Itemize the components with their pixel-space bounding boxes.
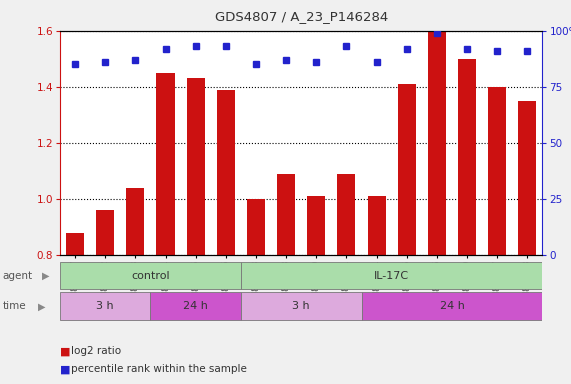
Text: IL-17C: IL-17C xyxy=(374,270,409,281)
Text: ■: ■ xyxy=(60,364,70,374)
Bar xyxy=(96,210,114,255)
Text: agent: agent xyxy=(3,271,33,281)
Bar xyxy=(66,233,84,255)
Bar xyxy=(217,90,235,255)
Bar xyxy=(150,293,241,320)
Bar xyxy=(187,78,204,255)
Bar xyxy=(241,293,361,320)
Text: log2 ratio: log2 ratio xyxy=(71,346,122,356)
Bar xyxy=(488,87,506,255)
Text: 3 h: 3 h xyxy=(292,301,310,311)
Bar xyxy=(60,293,150,320)
Bar xyxy=(156,73,175,255)
Text: time: time xyxy=(3,301,26,311)
Bar xyxy=(518,101,536,255)
Bar xyxy=(241,262,542,290)
Text: control: control xyxy=(131,270,170,281)
Bar xyxy=(277,174,295,255)
Text: 3 h: 3 h xyxy=(96,301,114,311)
Text: percentile rank within the sample: percentile rank within the sample xyxy=(71,364,247,374)
Bar xyxy=(428,31,446,255)
Bar xyxy=(458,59,476,255)
Bar xyxy=(126,188,144,255)
Text: GDS4807 / A_23_P146284: GDS4807 / A_23_P146284 xyxy=(215,10,388,23)
Text: 24 h: 24 h xyxy=(183,301,208,311)
Text: ▶: ▶ xyxy=(38,301,45,311)
Bar xyxy=(60,262,241,290)
Bar xyxy=(247,199,265,255)
Bar xyxy=(307,196,325,255)
Bar xyxy=(337,174,356,255)
Bar xyxy=(368,196,385,255)
Text: ▶: ▶ xyxy=(42,271,49,281)
Text: 24 h: 24 h xyxy=(440,301,464,311)
Bar xyxy=(397,84,416,255)
Bar xyxy=(361,293,542,320)
Text: ■: ■ xyxy=(60,346,70,356)
